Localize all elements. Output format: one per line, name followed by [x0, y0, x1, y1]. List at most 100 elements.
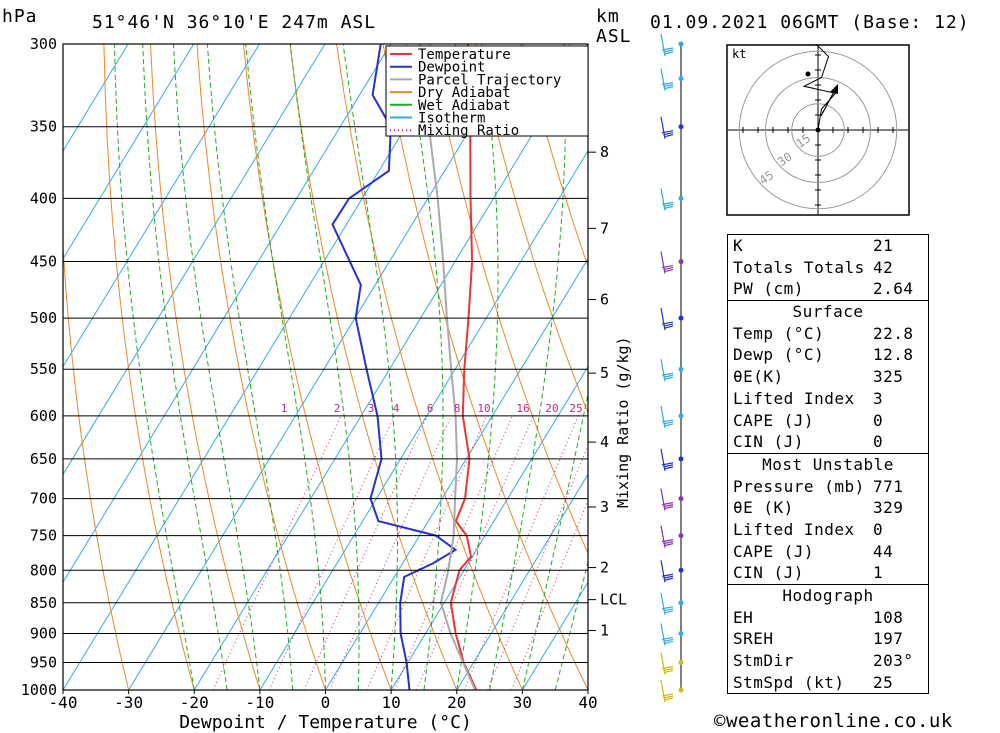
- height-tick-label: 5: [600, 364, 609, 382]
- most-unstable-label: Lifted Index: [733, 519, 855, 539]
- most-unstable-row: CAPE (J) 44: [728, 541, 928, 563]
- parcel-trajectory-profile: [419, 44, 477, 690]
- pressure-tick-label: 400: [30, 189, 57, 207]
- pressure-unit-label: hPa: [2, 6, 38, 27]
- mixing-ratio-label: 25: [569, 402, 582, 415]
- pressure-tick-label: 300: [30, 35, 57, 53]
- stats-table: K 21 Totals Totals 42 PW (cm) 2.64 Surface Te…: [727, 234, 929, 695]
- hodograph-block: EH 108 SREH 197 StmDir 203° StmSpd (kt) 25: [728, 607, 928, 694]
- legend-entry: Temperature: [418, 47, 511, 63]
- wind-barb: [660, 448, 674, 471]
- mixing-ratio-line: [463, 415, 579, 690]
- dry-adiabat-line: [475, 44, 588, 415]
- most-unstable-header: Most Unstable: [728, 452, 928, 476]
- most-unstable-value: 329: [873, 498, 904, 518]
- wind-barb: [660, 33, 674, 57]
- wind-level-dot: [678, 195, 684, 201]
- wind-level-dot: [678, 259, 684, 265]
- most-unstable-block: Pressure (mb) 771 θE (K) 329 Lifted Index 0 CA…: [728, 476, 928, 584]
- isotherm-line: [128, 44, 523, 690]
- mixing-ratio-label: 10: [477, 402, 490, 415]
- wind-barb: [660, 68, 674, 91]
- mixing-ratio-label: 8: [454, 402, 461, 415]
- wet-adiabat-line: [142, 44, 228, 690]
- hodograph-stat-value: 203°: [873, 651, 914, 671]
- hodograph-stat-label: StmDir: [733, 651, 794, 671]
- mixing-ratio-label: 16: [516, 402, 529, 415]
- most-unstable-row: θE (K) 329: [728, 497, 928, 519]
- height-tick-label: 4: [600, 433, 609, 451]
- surface-value: 3: [873, 388, 884, 408]
- wind-barb: [660, 307, 674, 331]
- copyright-icon: ©: [714, 710, 726, 732]
- hodograph-stat-row: EH 108: [728, 607, 928, 629]
- copyright-link[interactable]: ©weatheronline.co.uk: [714, 710, 953, 732]
- wind-barb: [660, 623, 674, 646]
- legend-entry: Isotherm: [418, 111, 485, 127]
- pressure-tick-label: 550: [30, 360, 57, 378]
- mixing-ratio-line: [212, 415, 342, 690]
- dry-adiabat-line: [103, 44, 195, 690]
- dewpoint-profile: [331, 44, 458, 690]
- x-tick-label: -40: [49, 693, 78, 712]
- wind-barb: [660, 560, 674, 583]
- storm-motion-arrowhead: [830, 84, 838, 94]
- most-unstable-value: 771: [873, 476, 904, 496]
- wind-barb: [660, 592, 674, 615]
- hodograph-stat-label: SREH: [733, 629, 774, 649]
- most-unstable-value: 1: [873, 563, 884, 583]
- most-unstable-value: 0: [873, 519, 884, 539]
- pressure-tick-label: 750: [30, 527, 57, 545]
- surface-label: Dewp (°C): [733, 345, 825, 365]
- mixing-ratio-label: 20: [545, 402, 558, 415]
- height-tick-label: 8: [600, 143, 609, 161]
- wind-level-dot: [678, 687, 684, 693]
- surface-row: θE(K) 325: [728, 366, 928, 388]
- mixing-ratio-line: [511, 499, 588, 690]
- surface-value: 325: [873, 367, 904, 387]
- pressure-tick-label: 800: [30, 561, 57, 579]
- index-row: PW (cm) 2.64: [728, 278, 928, 300]
- most-unstable-row: CIN (J) 1: [728, 562, 928, 584]
- wind-level-dot: [678, 496, 684, 502]
- x-tick-label: 30: [513, 693, 532, 712]
- most-unstable-label: Pressure (mb): [733, 476, 865, 496]
- wind-level-dot: [678, 600, 684, 606]
- pressure-tick-label: 350: [30, 118, 57, 136]
- x-tick-label: -20: [180, 693, 209, 712]
- isotherm-line: [259, 149, 588, 690]
- mixing-ratio-label: 1: [281, 402, 288, 415]
- isotherm-line: [456, 473, 588, 690]
- index-row: K 21: [728, 235, 928, 257]
- isotherm-line: [63, 44, 260, 368]
- wind-level-dot: [678, 456, 684, 462]
- km-label: km: [596, 6, 620, 27]
- most-unstable-value: 44: [873, 541, 894, 561]
- index-value: 42: [873, 257, 894, 277]
- surface-row: Lifted Index 3: [728, 388, 928, 410]
- x-tick-label: 20: [447, 693, 466, 712]
- wind-level-dot: [678, 76, 684, 82]
- wet-adiabat-line: [245, 44, 326, 690]
- pressure-tick-label: 1000: [21, 681, 57, 699]
- wind-level-dot: [678, 315, 684, 321]
- surface-row: Dewp (°C) 12.8: [728, 344, 928, 366]
- wind-level-dot: [678, 366, 684, 372]
- mixing-ratio-line: [303, 415, 428, 690]
- hodograph-ring: [765, 77, 871, 183]
- legend-box: [385, 45, 589, 137]
- mixing-ratio-line: [394, 415, 513, 690]
- legend-entry: Dewpoint: [418, 60, 485, 76]
- wind-barb: [660, 188, 674, 211]
- hodograph-stat-value: 197: [873, 629, 904, 649]
- pressure-tick-label: 950: [30, 653, 57, 671]
- mixing-ratio-line: [366, 415, 488, 690]
- most-unstable-label: θE (K): [733, 498, 794, 518]
- surface-label: Temp (°C): [733, 323, 825, 343]
- dry-adiabat-line: [988, 44, 1000, 690]
- indices-block: K 21 Totals Totals 42 PW (cm) 2.64: [728, 235, 928, 300]
- hodograph-ring-label: 45: [757, 168, 777, 188]
- surface-value: 12.8: [873, 345, 914, 365]
